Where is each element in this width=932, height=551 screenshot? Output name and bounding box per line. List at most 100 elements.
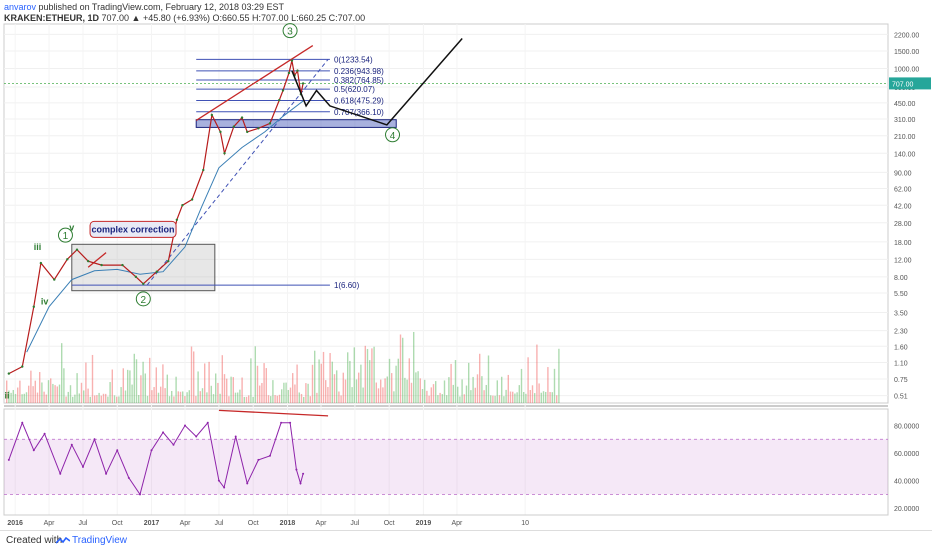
volume-bar (327, 387, 329, 403)
rsi-point (43, 432, 46, 435)
volume-bar (190, 346, 193, 403)
volume-bar (516, 392, 518, 403)
volume-bar (538, 383, 540, 403)
price-point (246, 130, 249, 134)
volume-bar (241, 377, 243, 403)
volume-bar (336, 370, 338, 403)
price-tick-label: 8.00 (894, 275, 908, 282)
volume-bar (102, 393, 105, 403)
quote-line: KRAKEN:ETHEUR, 1D 707.00 ▲ +45.80 (+6.93… (4, 13, 365, 23)
volume-bar (520, 368, 523, 403)
footer-bar: Created with TradingView (0, 530, 932, 551)
volume-bar (483, 390, 485, 403)
volume-bar (406, 379, 408, 403)
volume-bar (166, 374, 168, 403)
volume-bar (399, 334, 402, 403)
author-name[interactable]: anvarov (4, 2, 37, 12)
rsi-tick-label: 20.0000 (894, 506, 919, 513)
volume-bar (329, 353, 331, 403)
tradingview-brand[interactable]: TradingView (72, 535, 128, 546)
volume-bar (531, 385, 534, 403)
volume-bar (364, 345, 366, 403)
volume-bar (487, 355, 490, 403)
price-point (86, 259, 90, 263)
volume-bar (63, 368, 65, 403)
volume-bar (61, 343, 63, 403)
volume-bar (199, 391, 201, 403)
volume-bar (197, 371, 199, 403)
volume-bar (278, 394, 281, 403)
price-point (121, 263, 124, 267)
rsi-point (302, 472, 305, 475)
volume-bar (333, 374, 336, 403)
volume-bar (39, 372, 41, 403)
time-tick-label: 2019 (416, 520, 432, 527)
price-point (278, 98, 281, 102)
volume-bar (116, 396, 118, 403)
volume-bar (83, 390, 85, 403)
volume-bar (113, 395, 116, 403)
price-point (223, 152, 226, 155)
volume-bar (331, 361, 333, 403)
volume-bar (375, 382, 377, 403)
volume-bar (498, 395, 501, 403)
volume-bar (76, 373, 78, 403)
price-point (75, 248, 79, 251)
volume-bar (281, 389, 283, 403)
volume-bar (107, 396, 109, 403)
volume-bar (272, 380, 274, 403)
volume-bar (380, 379, 382, 403)
time-tick-label: 2016 (7, 520, 23, 527)
volume-bar (118, 396, 120, 403)
volume-bar (509, 391, 512, 403)
volume-bar (45, 394, 47, 403)
volume-bar (465, 385, 468, 403)
volume-bar (303, 396, 305, 403)
time-tick-label: Apr (180, 520, 192, 527)
volume-bar (490, 395, 492, 403)
volume-bar (129, 370, 131, 403)
time-tick-label: Oct (112, 520, 123, 527)
volume-bar (459, 396, 461, 403)
volume-bar (518, 385, 520, 403)
volume-bar (232, 377, 234, 403)
price-point (281, 89, 285, 92)
rsi-band (4, 439, 888, 495)
volume-bar (87, 388, 89, 403)
volume-bar (388, 358, 391, 403)
rsi-point (280, 421, 283, 424)
symbol-label: KRAKEN:ETHEUR, 1D (4, 13, 100, 23)
volume-bar (188, 390, 190, 403)
volume-bar (426, 390, 428, 403)
volume-bar (338, 391, 340, 403)
rsi-point (184, 424, 187, 427)
dashed-trendline (146, 59, 329, 286)
price-tick-label: 0.75 (894, 377, 908, 384)
price-tick-label: 2200.00 (894, 32, 919, 39)
volume-bar (69, 385, 72, 403)
volume-bar (127, 369, 129, 403)
volume-bar (186, 392, 188, 403)
volume-bar (461, 379, 463, 403)
price-tick-label: 42.00 (894, 203, 912, 210)
volume-bar (243, 396, 245, 403)
volume-bar (523, 392, 525, 403)
volume-bar (96, 395, 98, 403)
volume-bar (248, 395, 250, 403)
volume-bar (430, 387, 432, 403)
volume-bar (472, 376, 474, 403)
volume-bar (294, 384, 296, 403)
publish-info: anvarov published on TradingView.com, Fe… (4, 2, 284, 12)
volume-bar (419, 378, 421, 403)
rsi-point (7, 458, 10, 461)
volume-bar (362, 387, 364, 403)
volume-bar (100, 395, 102, 403)
price-point (290, 59, 294, 62)
price-point (268, 122, 272, 125)
price-point (190, 198, 194, 201)
projection-path (291, 38, 463, 126)
rsi-point (246, 482, 249, 485)
moving-average-line (26, 100, 304, 353)
volume-bar (30, 370, 32, 403)
